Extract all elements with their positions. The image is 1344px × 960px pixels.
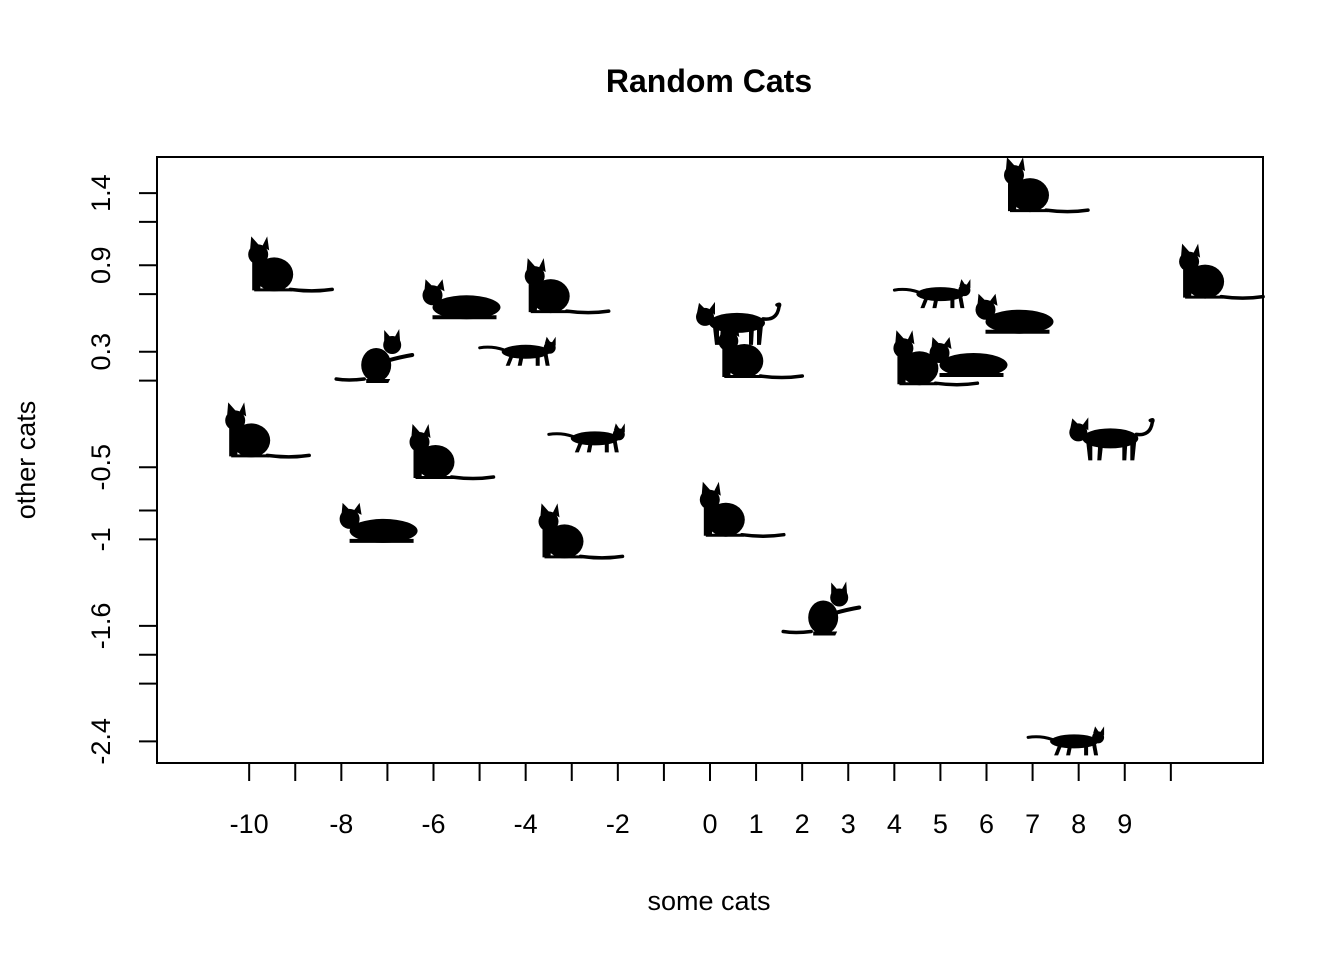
x-tick-label: -4 <box>514 809 538 839</box>
x-tick-label: -2 <box>606 809 630 839</box>
y-tick-label: 0.9 <box>86 246 116 284</box>
x-tick-label: 6 <box>979 809 994 839</box>
x-tick-label: 3 <box>841 809 856 839</box>
cat-point-sitting <box>409 424 496 481</box>
x-tick-label: 0 <box>702 809 717 839</box>
plot-frame <box>156 156 1264 764</box>
x-tick-label: 1 <box>749 809 764 839</box>
cat-point-walking <box>1026 726 1105 756</box>
cat-point-sitting <box>893 330 980 387</box>
y-axis-title: other cats <box>11 401 41 520</box>
y-tick-label: -1 <box>86 527 116 551</box>
y-axis: 1.4 0.9 0.3 -0.5 -1 -1.6 -2.4 <box>86 174 157 765</box>
x-tick-label: 5 <box>933 809 948 839</box>
cat-point-sitting <box>699 481 786 538</box>
x-tick-label: -10 <box>230 809 269 839</box>
cat-point-lying <box>339 502 418 543</box>
x-tick-label: -6 <box>421 809 445 839</box>
data-points <box>225 157 1265 756</box>
cat-point-sitting <box>1179 243 1265 300</box>
cat-point-standing <box>1069 417 1155 461</box>
cat-point-sitting <box>248 236 334 293</box>
y-tick-label: -2.4 <box>86 718 116 765</box>
chart-title: Random Cats <box>606 63 812 99</box>
cat-point-lying <box>422 279 501 320</box>
cat-point-sitting <box>524 258 611 315</box>
y-tick-label: 0.3 <box>86 333 116 371</box>
x-tick-label: 2 <box>795 809 810 839</box>
cat-point-walking <box>478 336 556 366</box>
cat-point-lying <box>929 337 1008 377</box>
x-axis-title: some cats <box>647 886 770 916</box>
y-tick-label: -0.5 <box>86 444 116 491</box>
y-tick-label: -1.6 <box>86 603 116 650</box>
cat-point-sitting <box>225 402 311 459</box>
x-tick-label: 4 <box>887 809 902 839</box>
cat-point-sitting <box>718 323 805 380</box>
x-tick-label: 9 <box>1117 809 1132 839</box>
x-axis: -10 -8 -6 -4 -2 0 1 2 3 4 5 6 7 8 9 <box>230 763 1172 839</box>
cat-point-pawing <box>781 581 862 636</box>
cat-point-walking <box>892 279 971 309</box>
cat-point-pawing <box>334 329 415 383</box>
cat-point-sitting <box>538 503 625 560</box>
x-tick-label: 8 <box>1071 809 1086 839</box>
x-tick-label: 7 <box>1025 809 1040 839</box>
cat-point-walking <box>547 423 625 453</box>
y-tick-label: 1.4 <box>86 174 116 212</box>
cat-point-sitting <box>1004 157 1090 214</box>
cat-point-lying <box>975 293 1054 334</box>
x-tick-label: -8 <box>329 809 353 839</box>
